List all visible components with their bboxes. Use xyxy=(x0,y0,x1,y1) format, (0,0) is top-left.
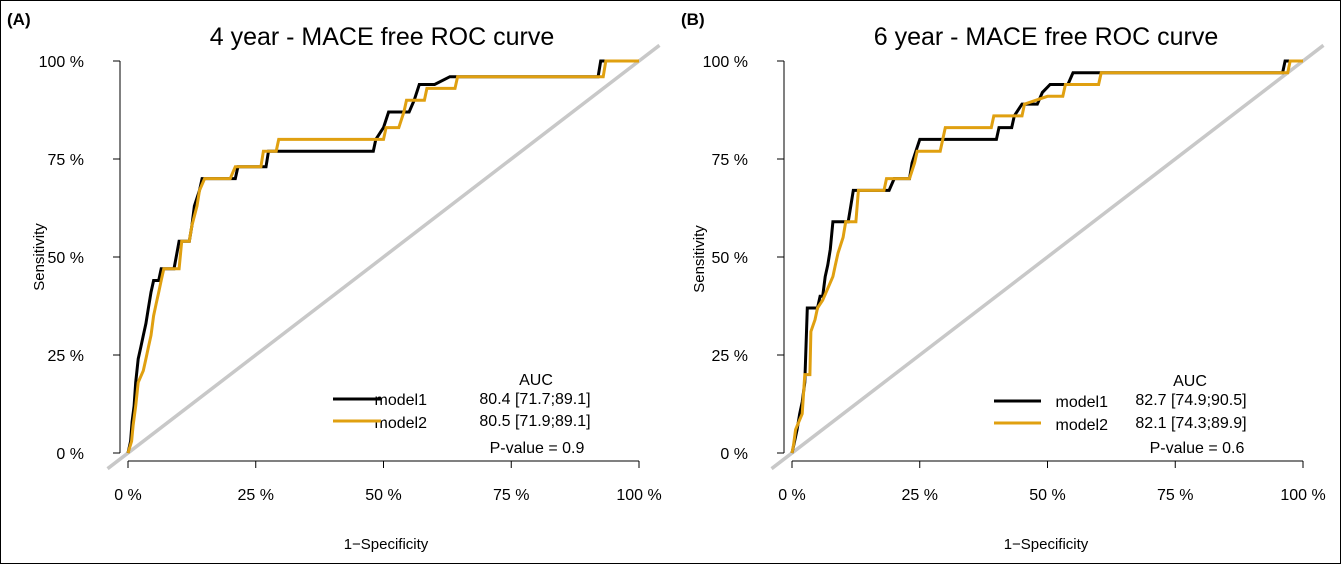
x-axis-label-a: 1−Specificity xyxy=(344,536,429,553)
y-tick-label-a-1: 25 % xyxy=(48,348,84,365)
panel-letter-a: (A) xyxy=(7,10,31,29)
legend-label-a-model1: model1 xyxy=(375,392,428,409)
legend-header-b: AUC xyxy=(1173,373,1207,390)
legend-auc-b-model1: 82.7 [74.9;90.5] xyxy=(1135,392,1246,409)
legend-auc-b-model2: 82.1 [74.3;89.9] xyxy=(1135,415,1246,432)
y-tick-label-a-0: 0 % xyxy=(56,446,84,463)
x-tick-label-a-2: 50 % xyxy=(365,487,401,504)
x-tick-label-b-3: 75 % xyxy=(1157,487,1193,504)
legend-pvalue-b: P-value = 0.6 xyxy=(1150,440,1245,457)
x-tick-label-a-3: 75 % xyxy=(493,487,529,504)
roc-line-b-model1 xyxy=(790,59,1303,454)
y-tick-label-b-1: 25 % xyxy=(712,348,748,365)
y-axis-label-b: Sensitivity xyxy=(691,225,708,293)
panel-b: (B) 6 year - MACE free ROC curve 1−Speci… xyxy=(681,10,1326,553)
y-tick-label-b-4: 100 % xyxy=(703,54,748,71)
reference-diagonal-b xyxy=(770,43,1325,471)
legend-header-a: AUC xyxy=(519,372,553,389)
x-tick-label-b-4: 100 % xyxy=(1280,487,1325,504)
legend-pvalue-a: P-value = 0.9 xyxy=(490,440,585,457)
chart-title-b: 6 year - MACE free ROC curve xyxy=(874,23,1219,51)
x-tick-label-b-2: 50 % xyxy=(1029,487,1065,504)
panel-a: (A) 4 year - MACE free ROC curve 1−Speci… xyxy=(7,10,662,553)
roc-line-b-model2 xyxy=(790,59,1303,454)
roc-line-a-model2 xyxy=(126,59,639,454)
legend-auc-a-model2: 80.5 [71.9;89.1] xyxy=(479,413,590,430)
panel-letter-b: (B) xyxy=(681,10,705,29)
y-tick-label-a-3: 75 % xyxy=(48,152,84,169)
y-tick-label-a-2: 50 % xyxy=(48,250,84,267)
y-tick-label-b-0: 0 % xyxy=(720,446,748,463)
y-tick-label-b-3: 75 % xyxy=(712,152,748,169)
x-tick-label-b-0: 0 % xyxy=(778,487,806,504)
y-tick-label-b-2: 50 % xyxy=(712,250,748,267)
legend-label-a-model2: model2 xyxy=(375,415,428,432)
x-tick-label-a-4: 100 % xyxy=(616,487,661,504)
legend-label-b-model2: model2 xyxy=(1056,417,1109,434)
legend-auc-a-model1: 80.4 [71.7;89.1] xyxy=(479,391,590,408)
x-tick-label-a-1: 25 % xyxy=(238,487,274,504)
legend-label-b-model1: model1 xyxy=(1056,394,1109,411)
chart-title-a: 4 year - MACE free ROC curve xyxy=(210,23,555,51)
x-axis-label-b: 1−Specificity xyxy=(1004,536,1089,553)
x-tick-label-a-0: 0 % xyxy=(114,487,142,504)
reference-diagonal-a xyxy=(106,43,661,471)
y-axis-label-a: Sensitivity xyxy=(31,223,48,291)
y-tick-label-a-4: 100 % xyxy=(39,54,84,71)
x-tick-label-b-1: 25 % xyxy=(902,487,938,504)
